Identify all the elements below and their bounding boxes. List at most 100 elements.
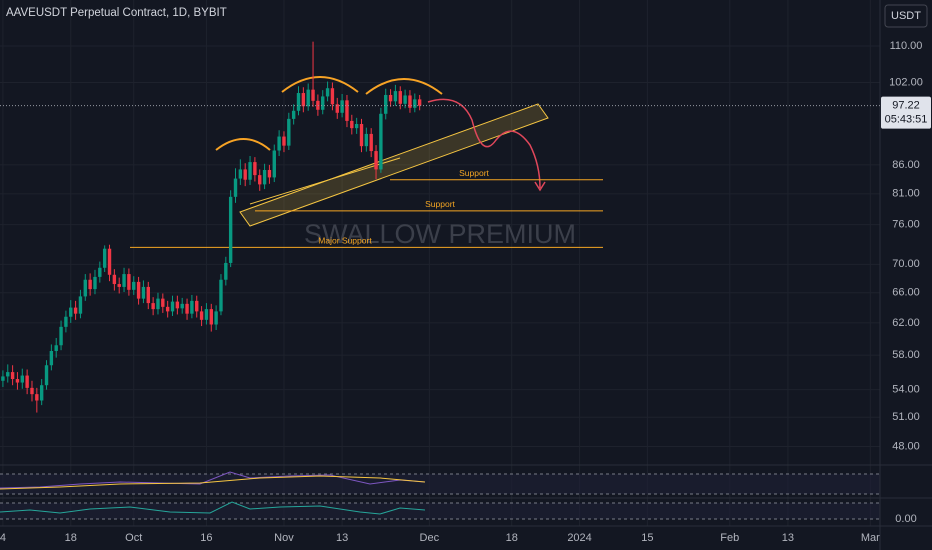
candle-body	[93, 276, 97, 290]
candle-body	[384, 94, 388, 114]
candle-body	[330, 88, 335, 105]
rsi-pane-band	[0, 474, 880, 494]
support-label: Major Support	[318, 236, 372, 246]
x-tick-label: 18	[506, 532, 518, 544]
x-tick-label: Oct	[125, 532, 142, 544]
x-tick-label: Dec	[420, 532, 440, 544]
candle-body	[403, 95, 407, 104]
candle-body	[39, 385, 44, 401]
candle-body	[413, 99, 417, 108]
y-tick-label: 66.00	[892, 287, 920, 299]
x-tick-label: 18	[65, 532, 77, 544]
candle-body	[408, 95, 412, 108]
candle-body	[258, 175, 262, 185]
candle-body	[350, 120, 354, 129]
candle-body	[127, 274, 131, 290]
candle-body	[359, 124, 364, 147]
candle-body	[214, 311, 218, 325]
grid	[0, 0, 880, 526]
x-tick-label: 15	[641, 532, 653, 544]
y-tick-label: 51.00	[892, 411, 920, 423]
y-tick-label: 102.00	[889, 76, 923, 88]
rsi-ma	[0, 475, 426, 490]
candle-body	[15, 379, 20, 383]
candle-body	[30, 387, 34, 395]
candle-body	[25, 375, 29, 388]
candle-body	[354, 124, 359, 129]
chart-title: AAVEUSDT Perpetual Contract, 1D, BYBIT	[6, 7, 227, 19]
candle-body	[6, 372, 10, 377]
candle-body	[224, 262, 228, 280]
candle-body	[102, 248, 107, 268]
candle-body	[267, 169, 272, 178]
candle-body	[107, 248, 112, 275]
candle-body	[296, 93, 301, 111]
y-tick-label: 58.00	[892, 349, 920, 361]
y-tick-label: 62.00	[892, 317, 920, 329]
candle-body	[248, 162, 252, 180]
x-tick-label: 4	[0, 532, 6, 544]
support-label: Support	[425, 199, 455, 209]
candle-body	[64, 316, 68, 327]
plot: Support Support Major Support	[0, 41, 880, 413]
candle-body	[195, 300, 199, 312]
price-tag-label: 97.22	[892, 100, 920, 112]
candle-body	[291, 110, 296, 119]
candle-body	[277, 136, 281, 151]
countdown: 05:43:51	[885, 114, 928, 126]
candle-body	[20, 375, 24, 383]
candle-body	[228, 196, 233, 263]
osc-line	[0, 501, 426, 515]
candle-body	[83, 279, 87, 297]
y-tick-label: 110.00	[890, 40, 923, 52]
candle-body	[59, 326, 63, 346]
candle-body	[209, 309, 213, 325]
candle-body	[165, 306, 170, 312]
candle-body	[301, 93, 306, 107]
channel	[239, 103, 549, 227]
candle-body	[204, 309, 209, 320]
candle-body	[316, 100, 320, 110]
candle-body	[374, 151, 378, 170]
head-arc	[281, 76, 359, 93]
osc-pane-band	[0, 503, 880, 519]
candle-body	[161, 298, 165, 307]
candle-body	[98, 267, 102, 277]
candle-body	[243, 169, 247, 180]
candle-body	[141, 286, 146, 299]
candle-body	[417, 99, 422, 106]
candle-body	[136, 281, 141, 299]
y-tick-label: 54.00	[892, 384, 920, 396]
candle-body	[170, 301, 175, 312]
candle-body	[398, 91, 402, 104]
shoulder-arc	[365, 78, 443, 95]
candle-body	[175, 301, 180, 309]
candle-body	[272, 150, 276, 178]
y-tick-label: 81.00	[892, 188, 920, 200]
candle-body	[238, 169, 243, 179]
candle-body	[369, 133, 373, 152]
rsi-line	[0, 471, 426, 489]
candle-body	[44, 365, 49, 386]
candle-body	[54, 345, 58, 351]
x-tick-label: Feb	[720, 532, 739, 544]
candle-body	[388, 94, 393, 102]
candle-body	[73, 307, 78, 314]
candle-body	[1, 376, 5, 381]
candle-body	[122, 274, 126, 287]
x-tick-label: Mar	[861, 532, 880, 544]
candle-body	[35, 394, 39, 401]
currency: USDT	[891, 10, 921, 22]
projection-arrow	[427, 98, 541, 189]
candle-body	[117, 284, 121, 287]
price-tag	[881, 96, 931, 129]
candle-body	[325, 88, 330, 97]
candle-body	[393, 91, 398, 102]
candle-body	[345, 100, 349, 121]
y-tick-label: 48.00	[892, 440, 920, 452]
y-tick-label: 86.00	[892, 159, 920, 171]
candle-body	[49, 350, 54, 366]
candle-body	[69, 307, 73, 317]
